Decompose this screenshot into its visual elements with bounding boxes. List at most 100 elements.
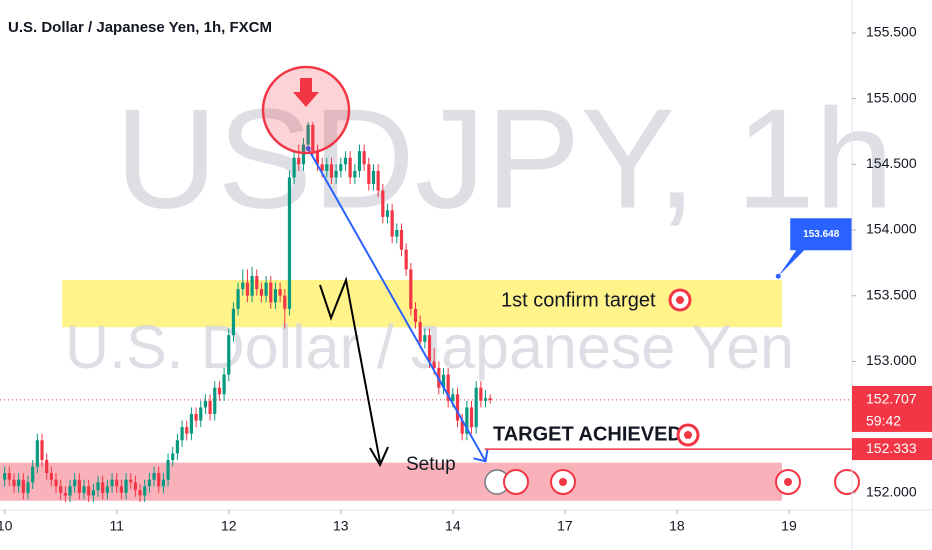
candle-body [488, 398, 492, 400]
candle-body [194, 414, 198, 421]
candle-body [105, 486, 109, 493]
x-tick-label: 18 [669, 518, 685, 534]
candle-body [63, 492, 67, 496]
y-tick-label: 154.500 [866, 155, 917, 171]
candle-body [259, 289, 264, 296]
background-layer [0, 279, 852, 501]
event-icons [484, 469, 860, 495]
candle-body [138, 490, 142, 496]
candle-body [325, 164, 329, 171]
candle-body [12, 479, 16, 487]
candle-body [329, 164, 334, 178]
candle-body [203, 400, 208, 408]
candle-body [357, 151, 362, 171]
candle-body [236, 289, 240, 309]
target-label: TARGET ACHIEVED [493, 423, 682, 445]
candle-body [115, 479, 119, 487]
candle-body [87, 486, 91, 496]
candle-body [91, 490, 95, 496]
candle-body [446, 374, 450, 401]
candle-body [227, 335, 231, 375]
event-icon[interactable] [834, 469, 860, 495]
candle-body [45, 460, 49, 474]
y-tick-label: 153.000 [866, 352, 917, 368]
candle-body [381, 190, 385, 217]
candle-body [175, 440, 180, 454]
candle-body [371, 170, 376, 184]
zone [62, 279, 782, 328]
candle-body [217, 387, 222, 395]
candle-body [269, 282, 273, 303]
candle-body [451, 394, 455, 401]
candle-body [432, 361, 436, 368]
candle-body [143, 486, 147, 496]
setup-label: Setup [406, 454, 456, 475]
candle-body [171, 453, 175, 460]
last-price-label: 152.707 [866, 391, 917, 407]
y-tick-label: 155.500 [866, 24, 917, 40]
zone-label: 1st confirm target [501, 289, 656, 311]
candle-body [161, 479, 165, 487]
candle-body [133, 482, 137, 491]
candle-body [455, 394, 460, 421]
candle-body [101, 482, 105, 493]
candle-body [264, 282, 268, 296]
x-tick-label: 14 [445, 518, 461, 534]
x-tick-label: 12 [221, 518, 237, 534]
candle-body [189, 414, 194, 434]
event-icon[interactable] [503, 469, 529, 495]
candle-body [208, 400, 212, 414]
candle-body [311, 124, 315, 152]
x-tick-label: 13 [333, 518, 349, 534]
candle-body [7, 473, 11, 480]
candle-body [483, 398, 488, 401]
candle-body [334, 170, 338, 178]
candle-body [157, 473, 161, 487]
target-icon [684, 431, 692, 439]
candle-body [474, 387, 478, 428]
candle-body [395, 230, 399, 237]
candle-body [320, 164, 324, 171]
target-icon [676, 296, 684, 304]
candle-body [119, 486, 123, 493]
x-tick-label: 10 [0, 518, 13, 534]
candle-body [213, 387, 217, 414]
candle-body [409, 269, 413, 309]
candle-body [245, 282, 250, 296]
candle-body [35, 440, 39, 467]
candle-body [77, 479, 81, 493]
candle-body [339, 164, 343, 171]
candle-body [404, 249, 408, 270]
candle-body [73, 479, 77, 487]
candle-body [59, 486, 63, 493]
candle-body [241, 282, 245, 290]
y-tick-label: 155.000 [866, 89, 917, 105]
candle-body [110, 479, 114, 487]
y-tick-label: 153.500 [866, 286, 917, 302]
chart-title: U.S. Dollar / Japanese Yen, 1h, FXCM [8, 19, 272, 36]
candle-body [255, 276, 259, 290]
event-icon-dot [559, 478, 567, 486]
axis-layer: 152.000152.500153.000153.500154.000154.5… [0, 24, 932, 534]
candle-body [418, 322, 422, 342]
candle-body [385, 210, 390, 217]
watermark: USDJPY, 1h [115, 80, 894, 239]
candle-body [399, 230, 404, 250]
trendline-handle [305, 146, 311, 152]
candle-body [124, 479, 128, 493]
candle-body [479, 387, 483, 401]
callout-label: 153.648 [803, 229, 840, 240]
highlight-circle [261, 65, 351, 155]
y-tick-label: 154.000 [866, 221, 917, 237]
candle-body [147, 479, 151, 487]
candle-body [465, 407, 469, 434]
candle-body [129, 479, 133, 483]
candle-body [427, 335, 432, 362]
candle-body [21, 479, 25, 493]
candle-body [343, 157, 348, 165]
setup-arrow-head [369, 446, 389, 468]
candle-body [68, 486, 72, 496]
candle-body [306, 124, 310, 145]
candle-body [390, 210, 394, 237]
candle-body [297, 157, 301, 165]
